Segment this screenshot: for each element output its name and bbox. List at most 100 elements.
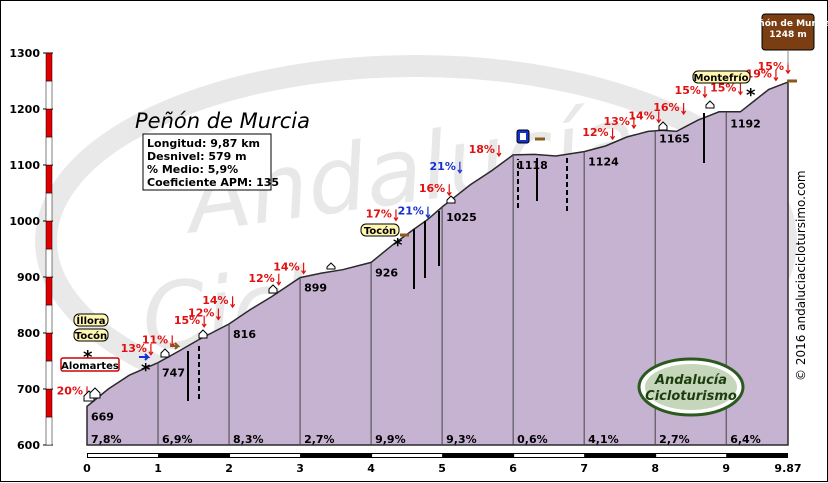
- scale-block: [45, 416, 53, 446]
- ramp-arrow-icon: [446, 184, 452, 197]
- elevation-labels: 669 747 816 899 926 1025 1118 1124 1165 1192: [91, 117, 761, 423]
- ramp-labels: 20%13%11%15%12%14%12%14%17% 21%16%21%18%1…: [57, 60, 791, 399]
- place-tocon-start: Tocón: [75, 330, 107, 342]
- ramp-label: 21%: [430, 160, 456, 173]
- direction-arrows: [139, 79, 797, 361]
- elevation-label: 747: [162, 367, 185, 380]
- copyright-text: © 2016 andaluciaciclotursimo.com: [794, 170, 808, 381]
- elevation-label: 926: [375, 266, 398, 279]
- x-tick-label: 4: [367, 462, 375, 475]
- x-tick-label: 1: [154, 462, 162, 475]
- ramp-arrow-icon: [276, 273, 282, 286]
- elevation-label: 1118: [517, 159, 548, 172]
- segment-gradient-label: 2,7%: [304, 433, 335, 446]
- x-tick-label: 3: [296, 462, 304, 475]
- ramp-label: 20%: [57, 384, 83, 397]
- ramp-label: 21%: [398, 205, 424, 218]
- scale-block: [45, 388, 53, 418]
- logo-text-2: Cicloturismo: [645, 389, 737, 404]
- segment-gradient-label: 7,8%: [91, 433, 122, 446]
- km-bar-block: [372, 454, 443, 457]
- info-medio: % Medio: 5,9%: [147, 163, 238, 176]
- summit-elevation: 1248 m: [769, 30, 807, 40]
- house-icon: [198, 329, 208, 339]
- ramp-label: 14%: [202, 294, 228, 307]
- info-title: Peñón de Murcia: [135, 109, 310, 133]
- ramp-arrow-icon: [773, 69, 779, 82]
- ramp-label: 13%: [604, 115, 630, 128]
- ramp-arrow-icon: [681, 103, 687, 116]
- ramp-arrow-icon: [610, 128, 616, 141]
- x-tick-label: 5: [438, 462, 446, 475]
- ramp-label: 14%: [628, 109, 654, 122]
- km-bar-block: [230, 454, 301, 457]
- asterisk-icon: *: [393, 235, 403, 256]
- ramp-label: 14%: [273, 261, 299, 274]
- house-icon: [89, 387, 101, 399]
- asterisk-icon: *: [141, 360, 151, 381]
- ramp-label: 16%: [419, 182, 445, 195]
- x-tick-label: 2: [225, 462, 233, 475]
- y-tick-label: 600: [17, 439, 40, 452]
- info-longitud: Longitud: 9,87 km: [147, 137, 260, 150]
- house-icon: [446, 195, 456, 204]
- scale-block: [45, 276, 53, 306]
- place-alomartes: Alomartes: [61, 361, 119, 372]
- ramp-label: 11%: [142, 333, 168, 346]
- elevation-label: 1124: [588, 156, 619, 169]
- ramp-label: 19%: [746, 67, 772, 80]
- elevation-label: 1165: [659, 133, 690, 146]
- elevation-label: 669: [91, 410, 114, 423]
- logo-text-1: Andalucía: [654, 373, 727, 388]
- y-tick-label: 1100: [9, 159, 40, 172]
- segment-gradient-label: 2,7%: [659, 433, 690, 446]
- info-box: Peñón de Murcia Longitud: 9,87 km Desniv…: [135, 109, 310, 191]
- ramp-arrow-icon: [230, 296, 236, 309]
- ramp-arrow-icon: [496, 145, 502, 158]
- asterisk-icon: *: [746, 85, 756, 106]
- segment-gradient-label: 9,9%: [375, 433, 406, 446]
- logo: Andalucía Cicloturismo: [637, 357, 745, 417]
- info-desnivel: Desnivel: 579 m: [147, 150, 247, 163]
- x-tick-label: 9: [722, 462, 730, 475]
- scale-block: [45, 108, 53, 138]
- ramp-label: 15%: [758, 60, 784, 73]
- elevation-label: 1025: [446, 211, 477, 224]
- ramp-label: 16%: [653, 101, 679, 114]
- altitude-scale-bar: [45, 52, 53, 446]
- place-tocon-mid: Tocón: [364, 225, 396, 237]
- ramp-arrow-icon: [393, 209, 399, 222]
- place-illora: Íllora: [76, 314, 105, 327]
- ramp-label: 15%: [675, 84, 701, 97]
- segment-gradient-label: 0,6%: [517, 433, 548, 446]
- ramp-label: 15%: [174, 314, 200, 327]
- ramp-label: 18%: [469, 143, 495, 156]
- elevation-label: 899: [304, 282, 327, 295]
- ramp-label: 17%: [366, 207, 392, 220]
- ramp-arrow-icon: [148, 343, 154, 356]
- ramp-arrow-icon: [201, 315, 207, 328]
- scale-block: [45, 248, 53, 278]
- house-icon: [705, 100, 715, 109]
- scale-block: [45, 220, 53, 250]
- house-icon: [160, 348, 170, 358]
- scale-block: [45, 332, 53, 362]
- ramp-arrow-icon: [631, 117, 637, 130]
- x-tick-label: 0: [83, 462, 91, 475]
- house-icon: [658, 121, 668, 131]
- scale-block: [45, 192, 53, 222]
- scale-block: [45, 164, 53, 194]
- segment-gradient-label: 9,3%: [446, 433, 477, 446]
- ramp-label: 12%: [582, 126, 608, 139]
- segment-gradient-label: 4,1%: [588, 433, 619, 446]
- km-bar-block: [656, 454, 727, 457]
- x-tick-label: 7: [580, 462, 588, 475]
- arrow-right-icon: [170, 342, 181, 350]
- ramp-label: 12%: [248, 272, 274, 285]
- summit-name: Peñón de Murcia: [746, 18, 828, 29]
- ramp-arrow-icon: [301, 262, 307, 275]
- km-bar-block: [88, 454, 159, 457]
- scale-block: [45, 304, 53, 334]
- ramp-arrow-icon: [656, 111, 662, 124]
